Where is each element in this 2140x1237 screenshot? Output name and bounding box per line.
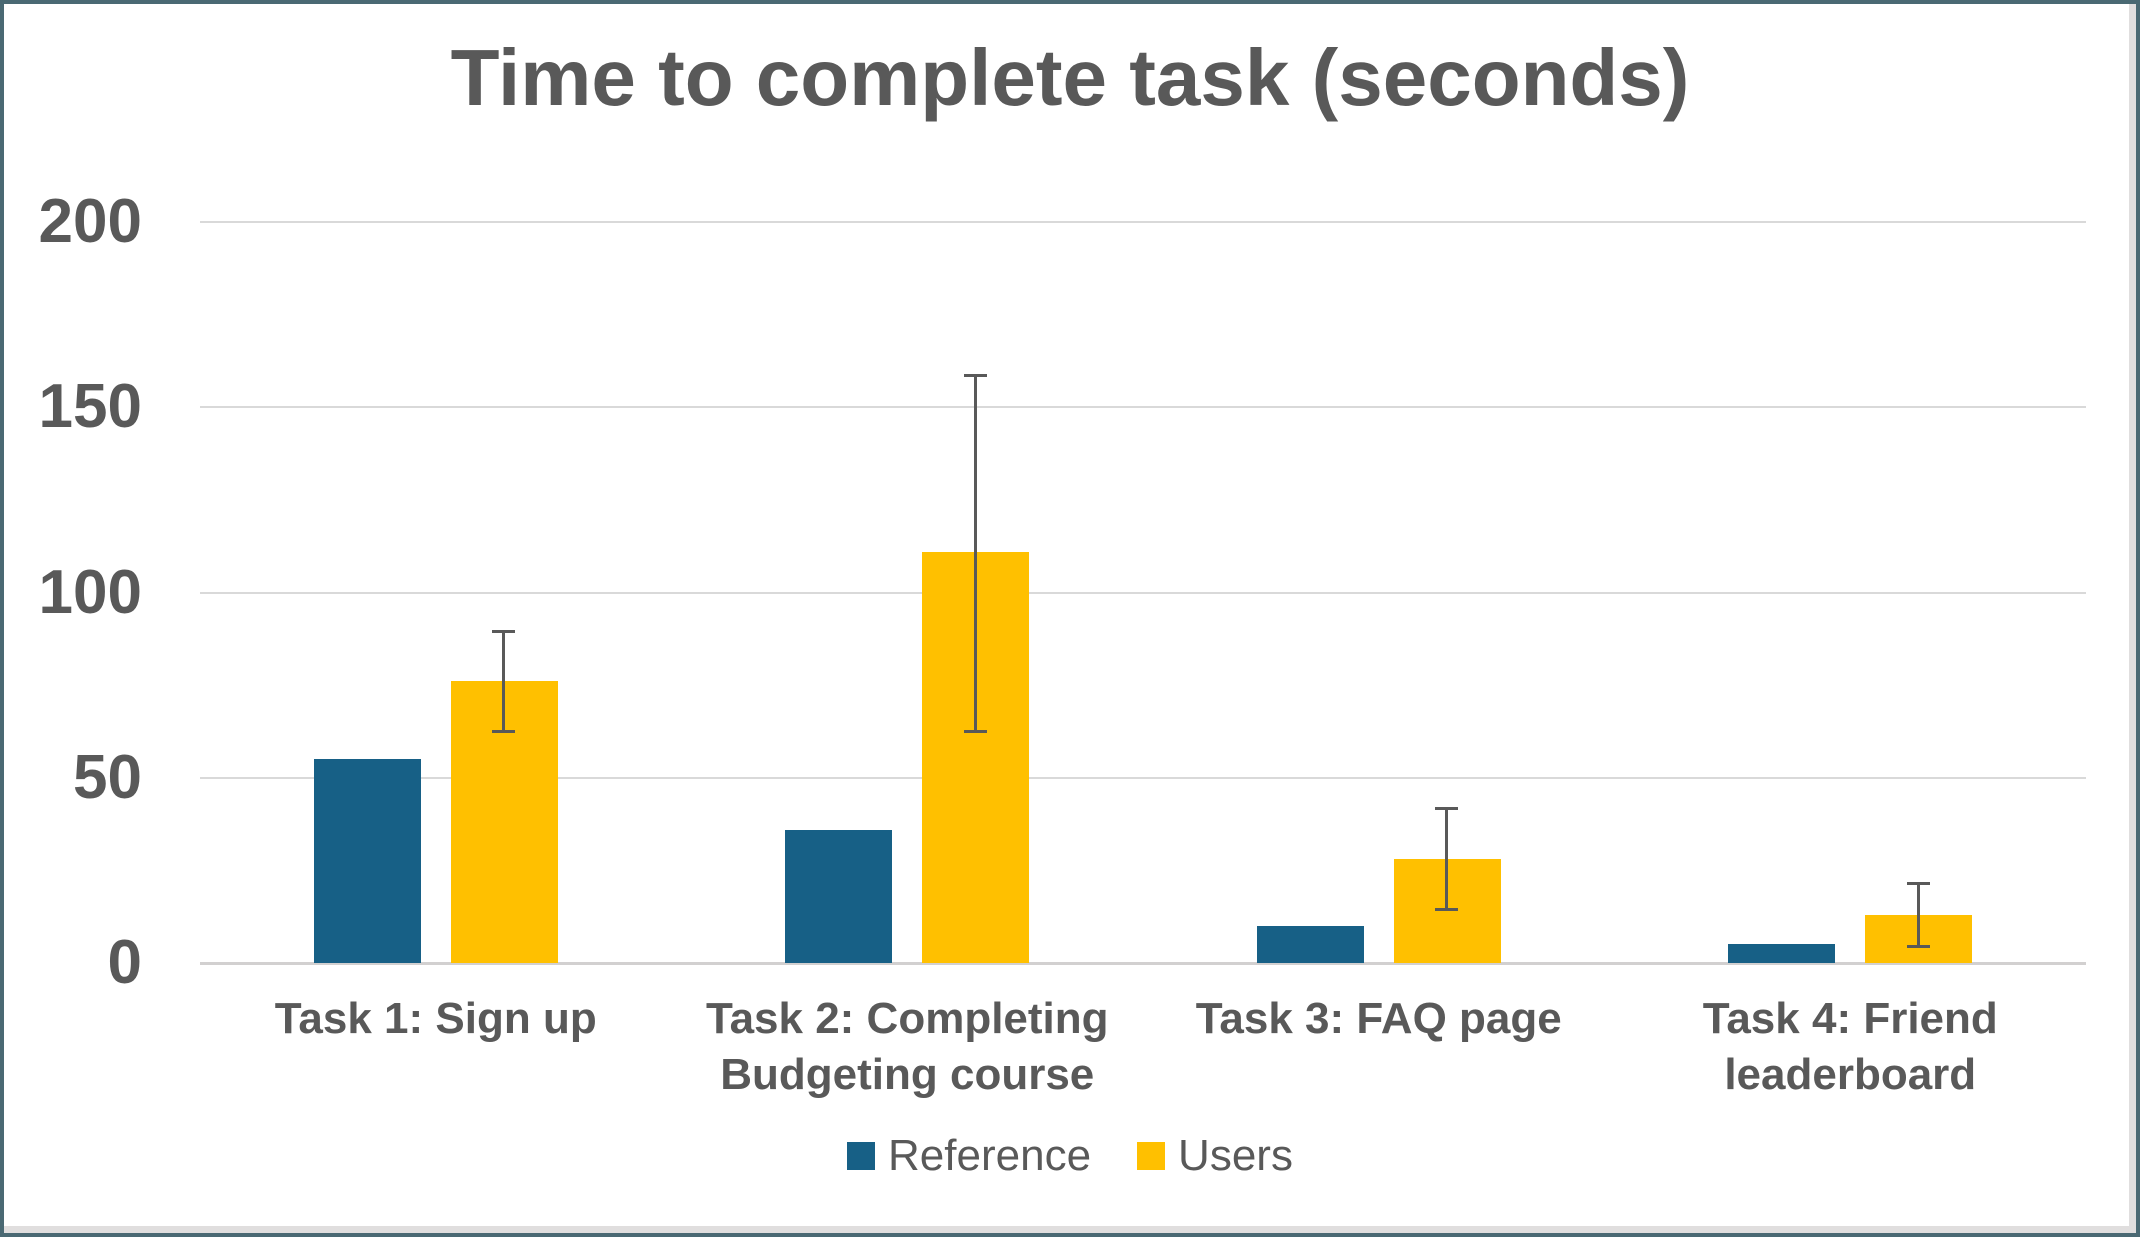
error-bar-cap-top [1435, 807, 1459, 811]
plot-area: 200 150 100 50 0 Task 1: Sign up Task 2: Compl… [39, 191, 2087, 1099]
error-bar-cap-top [1906, 881, 1930, 885]
legend-label-reference: Reference [888, 1131, 1092, 1180]
error-bar-cap-bottom [963, 730, 987, 734]
error-bar-cap-bottom [492, 730, 516, 734]
grid-line-200 [200, 221, 2086, 223]
error-bar-line [502, 629, 506, 734]
y-tick-200: 200 [38, 187, 142, 256]
legend-item-reference: Reference [847, 1131, 1092, 1180]
x-axis-label-task-2: Task 2: Completing Budgeting course [705, 994, 1109, 1099]
bar-group-3: Task 3: FAQ page [1143, 222, 1615, 1043]
error-bar-line [1916, 881, 1920, 949]
error-bar-line [973, 373, 977, 734]
y-tick-0: 0 [107, 928, 142, 997]
grid-line-150 [200, 406, 2086, 409]
error-bar-line [1445, 807, 1449, 912]
legend: Reference Users [4, 1131, 2136, 1180]
bar-reference-task-4 [1728, 944, 1836, 963]
chart-title: Time to complete task (seconds) [450, 33, 1690, 122]
grid-line-100 [200, 591, 2086, 594]
x-axis-label-task-3: Task 3: FAQ page [1195, 994, 1562, 1043]
grid-line-50 [200, 776, 2086, 779]
bar-reference-task-3 [1256, 925, 1364, 963]
error-bar-cap-top [963, 373, 987, 377]
bar-group-2: Task 2: Completing Budgeting course [672, 222, 1144, 1099]
x-axis-label-task-4: Task 4: Friend leaderboard [1702, 994, 1998, 1099]
legend-label-users: Users [1178, 1131, 1293, 1180]
error-bar-cap-top [492, 629, 516, 633]
bar-reference-task-1 [313, 759, 421, 963]
bar-group-4: Task 4: Friend leaderboard [1615, 222, 2087, 1099]
legend-swatch-users [1137, 1142, 1166, 1171]
y-tick-50: 50 [73, 742, 142, 812]
x-axis-label-task-1: Task 1: Sign up [274, 994, 597, 1043]
error-bar-cap-bottom [1435, 908, 1459, 912]
legend-item-users: Users [1137, 1131, 1293, 1180]
grid-line-0 [200, 962, 2086, 965]
legend-swatch-reference [847, 1142, 876, 1171]
y-tick-100: 100 [38, 557, 142, 627]
error-bar-cap-bottom [1906, 945, 1930, 949]
bar-group-1: Task 1: Sign up [200, 222, 672, 1043]
bar-reference-task-2 [785, 829, 893, 963]
y-tick-150: 150 [38, 372, 142, 442]
